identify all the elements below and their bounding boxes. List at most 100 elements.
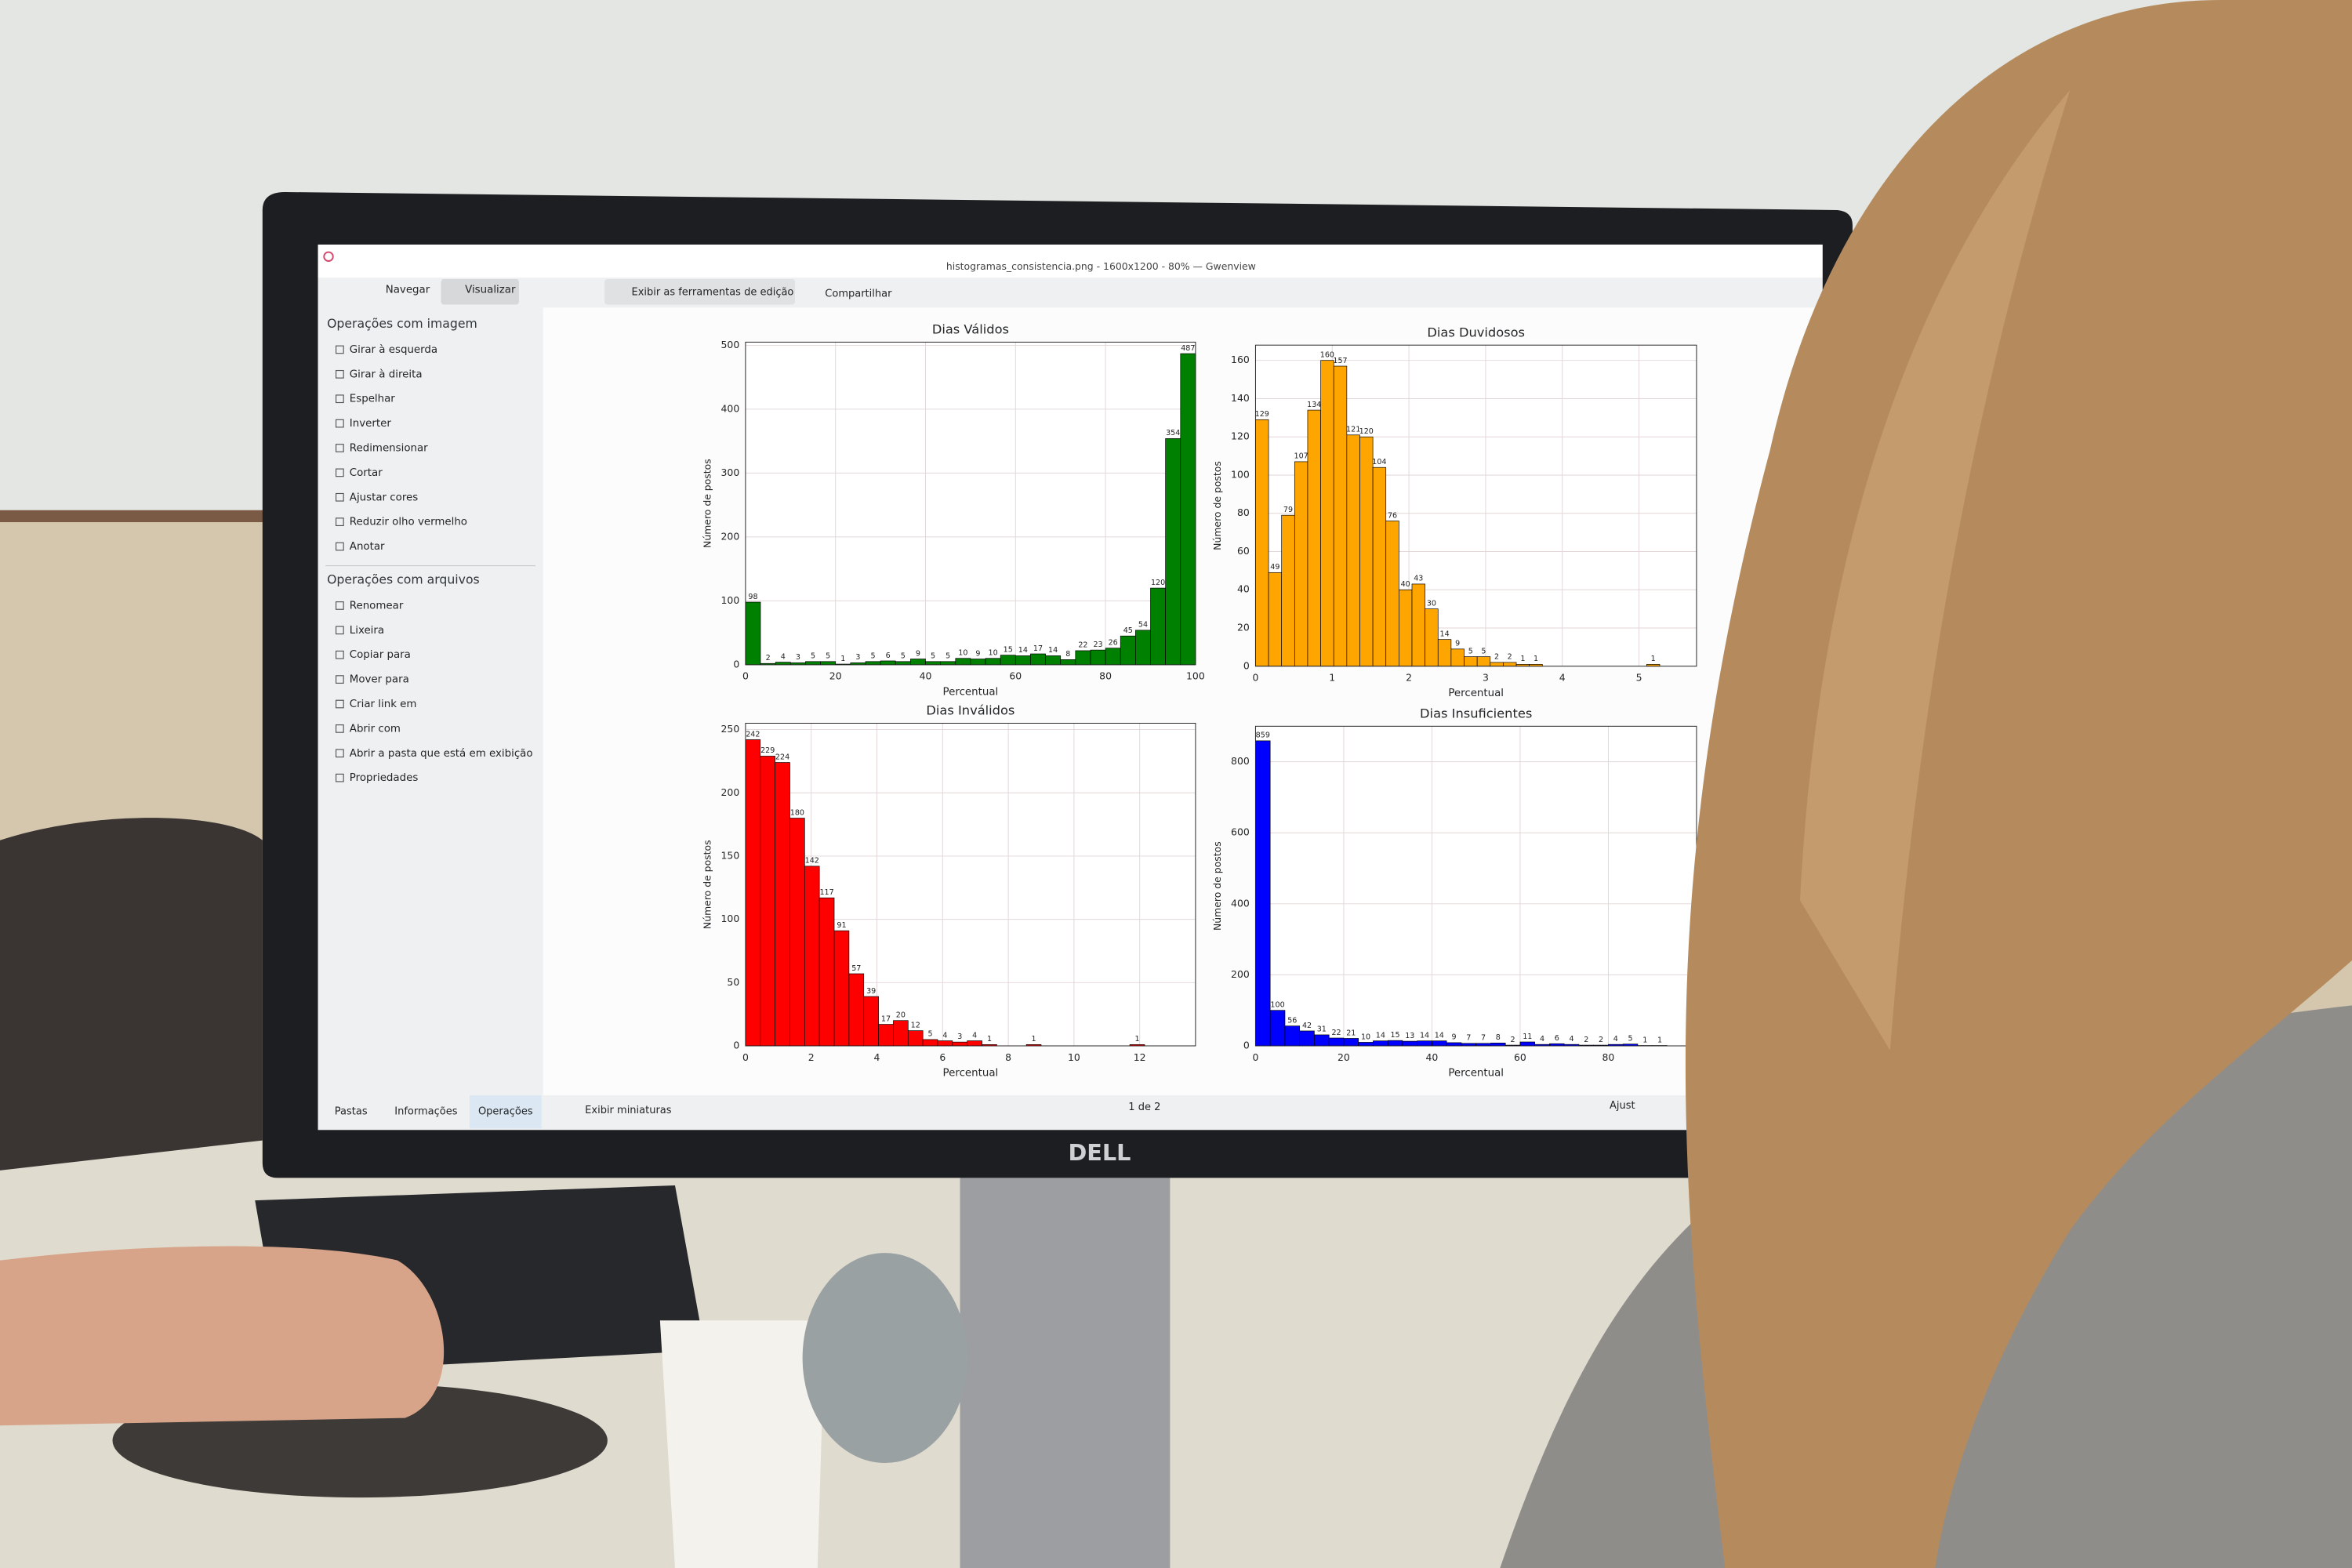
bar: [1135, 630, 1151, 666]
data-label: 100: [1270, 1000, 1284, 1009]
bar: [745, 601, 761, 666]
hand: [0, 1246, 445, 1426]
bottom-tab[interactable]: Operações: [478, 1106, 533, 1118]
bar: [985, 658, 1001, 666]
data-label: 134: [1307, 401, 1321, 409]
y-tick-label: 160: [1231, 354, 1250, 365]
sidebar-item[interactable]: Ajustar cores: [350, 492, 418, 503]
y-tick-label: 60: [1237, 545, 1250, 557]
data-label: 157: [1333, 357, 1347, 365]
toolbar-button[interactable]: Compartilhar: [825, 289, 892, 300]
data-label: 30: [1427, 599, 1436, 608]
status-bar: [318, 1095, 1823, 1131]
bar: [1402, 1040, 1418, 1047]
sidebar-item[interactable]: Abrir a pasta que está em exibição: [350, 747, 533, 760]
sidebar-item[interactable]: Reduzir olho vermelho: [350, 517, 467, 528]
sidebar-item[interactable]: Espelhar: [350, 394, 396, 405]
toolbar-button[interactable]: Navegar: [386, 284, 430, 296]
data-label: 180: [790, 808, 804, 817]
bar: [1450, 648, 1465, 667]
y-tick-label: 0: [733, 1039, 739, 1051]
x-tick-label: 3: [1483, 672, 1489, 684]
data-label: 2: [1494, 653, 1499, 662]
data-label: 6: [886, 652, 891, 660]
item-icon: [336, 675, 344, 684]
active-button: [441, 278, 520, 305]
data-label: 121: [1346, 426, 1360, 434]
y-tick-label: 0: [1243, 659, 1250, 671]
item-icon: [336, 394, 344, 404]
bar: [1437, 639, 1452, 667]
sidebar-item[interactable]: Renomear: [350, 600, 404, 612]
data-label: 487: [1181, 344, 1195, 353]
bar: [1464, 656, 1478, 667]
bar: [922, 1039, 938, 1047]
sidebar-item[interactable]: Copiar para: [350, 649, 411, 661]
sidebar-item[interactable]: Inverter: [350, 418, 392, 430]
toolbar-button[interactable]: Exibir as ferramentas de edição: [631, 287, 793, 299]
sidebar-item[interactable]: Abrir com: [350, 723, 401, 735]
x-tick-label: 0: [742, 1051, 749, 1063]
bar: [833, 930, 850, 1047]
data-label: 13: [1405, 1032, 1414, 1040]
bar: [745, 739, 761, 1047]
sidebar-item[interactable]: Propriedades: [350, 772, 419, 784]
data-label: 2: [1511, 1036, 1515, 1044]
data-label: 10: [958, 649, 967, 658]
chart-title: Dias Inválidos: [926, 703, 1014, 718]
data-label: 14: [1440, 630, 1450, 638]
sidebar-section: Operações com arquivos: [327, 572, 480, 586]
x-axis-label: Percentual: [943, 1067, 999, 1079]
item-icon: [336, 773, 344, 782]
sidebar-item[interactable]: Anotar: [350, 541, 385, 553]
sidebar-item[interactable]: Criar link em: [350, 699, 417, 710]
plot-area: [745, 342, 1196, 665]
bar: [1105, 648, 1121, 666]
y-tick-label: 20: [1237, 622, 1250, 633]
item-icon: [336, 444, 344, 452]
data-label: 2: [1584, 1036, 1588, 1044]
item-icon: [336, 542, 344, 551]
bar: [1060, 659, 1076, 666]
bar: [1359, 436, 1374, 667]
sidebar-item[interactable]: Girar à direita: [350, 368, 423, 380]
bar: [1090, 649, 1106, 666]
thumbnails-toggle[interactable]: Exibir miniaturas: [585, 1105, 672, 1116]
x-tick-label: 5: [1636, 672, 1642, 684]
data-label: 160: [1320, 351, 1334, 360]
data-label: 5: [826, 652, 830, 661]
sidebar-item[interactable]: Cortar: [350, 467, 383, 479]
sidebar-item[interactable]: Mover para: [350, 674, 409, 686]
item-icon: [336, 369, 344, 379]
sidebar-item[interactable]: Redimensionar: [350, 442, 428, 454]
bar: [1425, 608, 1439, 667]
bar: [1399, 589, 1413, 667]
data-label: 12: [911, 1021, 920, 1029]
zoom-button[interactable]: Ajust: [1610, 1100, 1635, 1112]
bar: [775, 662, 791, 666]
x-tick-label: 20: [829, 670, 842, 682]
bar: [955, 658, 971, 666]
brand-logo: DELL: [1068, 1139, 1131, 1166]
data-label: 31: [1317, 1025, 1327, 1034]
monitor-stand: [960, 1178, 1171, 1568]
bar: [789, 818, 805, 1047]
y-axis-label: Número de postos: [702, 459, 713, 548]
bar: [1387, 1040, 1403, 1047]
data-label: 6: [1555, 1034, 1559, 1043]
x-tick-label: 8: [1005, 1051, 1011, 1063]
toolbar-button[interactable]: Visualizar: [465, 284, 516, 296]
bottom-tab[interactable]: Pastas: [335, 1106, 368, 1118]
x-tick-label: 60: [1009, 670, 1022, 682]
data-label: 20: [896, 1011, 906, 1020]
data-label: 1: [1134, 1035, 1139, 1044]
sidebar-item[interactable]: Girar à esquerda: [350, 343, 437, 356]
data-label: 1: [1534, 655, 1538, 663]
bar: [893, 1020, 909, 1047]
bar: [1372, 466, 1387, 667]
bottom-tab[interactable]: Informações: [394, 1106, 457, 1118]
data-label: 2: [766, 654, 771, 662]
data-label: 9: [916, 649, 920, 658]
sidebar-item[interactable]: Lixeira: [350, 625, 384, 637]
edit-button: [604, 278, 796, 305]
